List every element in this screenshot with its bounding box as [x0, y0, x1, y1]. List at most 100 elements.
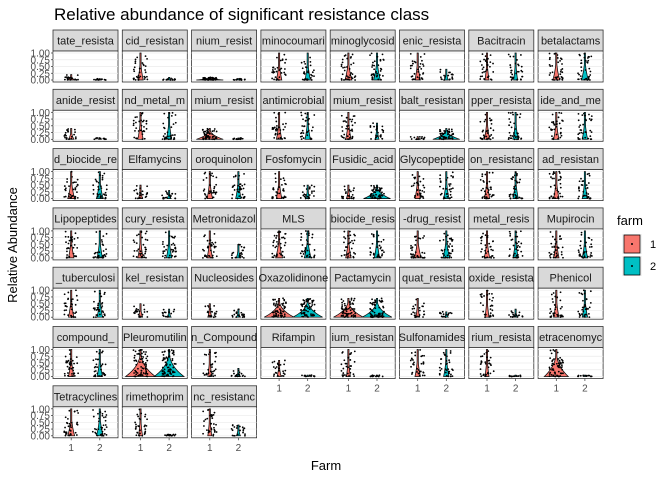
data-point: [484, 70, 487, 73]
data-point: [76, 362, 79, 365]
data-point: [136, 249, 138, 252]
data-point: [371, 66, 373, 68]
data-point: [417, 237, 420, 240]
data-point: [350, 63, 353, 66]
y-tick-label: 0.25: [31, 128, 51, 139]
data-point: [204, 197, 207, 200]
data-point: [370, 184, 373, 187]
data-point: [145, 75, 148, 78]
data-point: [214, 78, 217, 81]
data-point: [548, 366, 551, 369]
data-point: [589, 256, 592, 258]
data-point: [238, 191, 240, 194]
data-point: [301, 129, 304, 132]
data-point: [343, 79, 345, 81]
x-tick-label: 2: [236, 443, 242, 454]
data-point: [68, 422, 71, 425]
data-point: [135, 373, 138, 376]
data-point: [349, 118, 351, 121]
data-point: [171, 192, 174, 195]
data-point: [521, 197, 524, 200]
data-point: [98, 417, 100, 420]
data-point: [449, 352, 452, 354]
data-point: [313, 69, 315, 72]
data-point: [342, 372, 345, 374]
data-point: [448, 128, 450, 131]
data-point: [444, 77, 446, 79]
data-point: [275, 70, 278, 73]
data-point: [237, 373, 240, 375]
data-point: [138, 349, 141, 352]
data-point: [370, 251, 372, 254]
data-point: [166, 366, 169, 369]
data-point: [168, 311, 170, 314]
data-point: [441, 132, 444, 135]
data-point: [577, 78, 580, 81]
data-point: [301, 255, 303, 258]
data-point: [373, 125, 375, 128]
data-point: [371, 302, 373, 305]
data-point: [279, 311, 282, 313]
data-point: [76, 196, 79, 199]
data-point: [275, 237, 278, 239]
data-point: [509, 55, 512, 58]
data-point: [413, 307, 416, 310]
facet-label: Tetracyclines: [54, 391, 118, 403]
data-point: [550, 364, 553, 367]
y-tick-label: 0.00: [31, 431, 51, 442]
data-point: [143, 425, 146, 428]
data-point: [136, 56, 139, 59]
data-point: [412, 359, 414, 361]
data-point: [210, 245, 212, 247]
data-point: [587, 182, 590, 184]
data-point: [590, 115, 593, 118]
data-point: [413, 235, 416, 238]
data-point: [521, 75, 524, 78]
data-point: [369, 124, 372, 127]
data-point: [302, 253, 305, 255]
data-point: [409, 67, 412, 70]
data-point: [340, 298, 343, 301]
data-point: [413, 254, 416, 257]
data-point: [482, 304, 484, 307]
data-point: [371, 242, 374, 245]
data-point: [584, 187, 587, 190]
data-point: [74, 137, 77, 140]
data-point: [96, 372, 99, 375]
data-point: [205, 195, 208, 198]
data-point: [485, 135, 488, 138]
facet-label: Oxazolidinone: [259, 273, 329, 285]
data-point: [490, 134, 493, 136]
data-point: [100, 239, 103, 241]
data-point: [549, 371, 552, 374]
data-point: [163, 350, 166, 353]
data-point: [419, 237, 422, 240]
data-point: [417, 70, 420, 73]
data-point: [512, 113, 514, 116]
data-point: [274, 315, 277, 317]
data-point: [161, 351, 164, 353]
data-point: [446, 195, 449, 198]
data-point: [590, 245, 593, 248]
data-point: [162, 197, 165, 200]
data-point: [102, 434, 105, 437]
data-point: [411, 307, 414, 310]
data-point: [548, 58, 551, 61]
data-point: [353, 350, 356, 353]
data-point: [369, 195, 372, 198]
data-point: [491, 171, 494, 174]
data-point: [71, 77, 73, 80]
data-point: [451, 130, 453, 133]
data-point: [242, 374, 244, 377]
data-point: [71, 236, 74, 238]
data-point: [137, 197, 139, 200]
data-point: [100, 306, 103, 309]
data-point: [508, 314, 510, 316]
data-point: [102, 244, 105, 246]
data-point: [162, 250, 165, 253]
data-point: [375, 374, 378, 377]
data-point: [162, 122, 165, 125]
data-point: [237, 308, 240, 311]
facet-label: quat_resista: [402, 273, 463, 285]
data-point: [201, 128, 204, 131]
